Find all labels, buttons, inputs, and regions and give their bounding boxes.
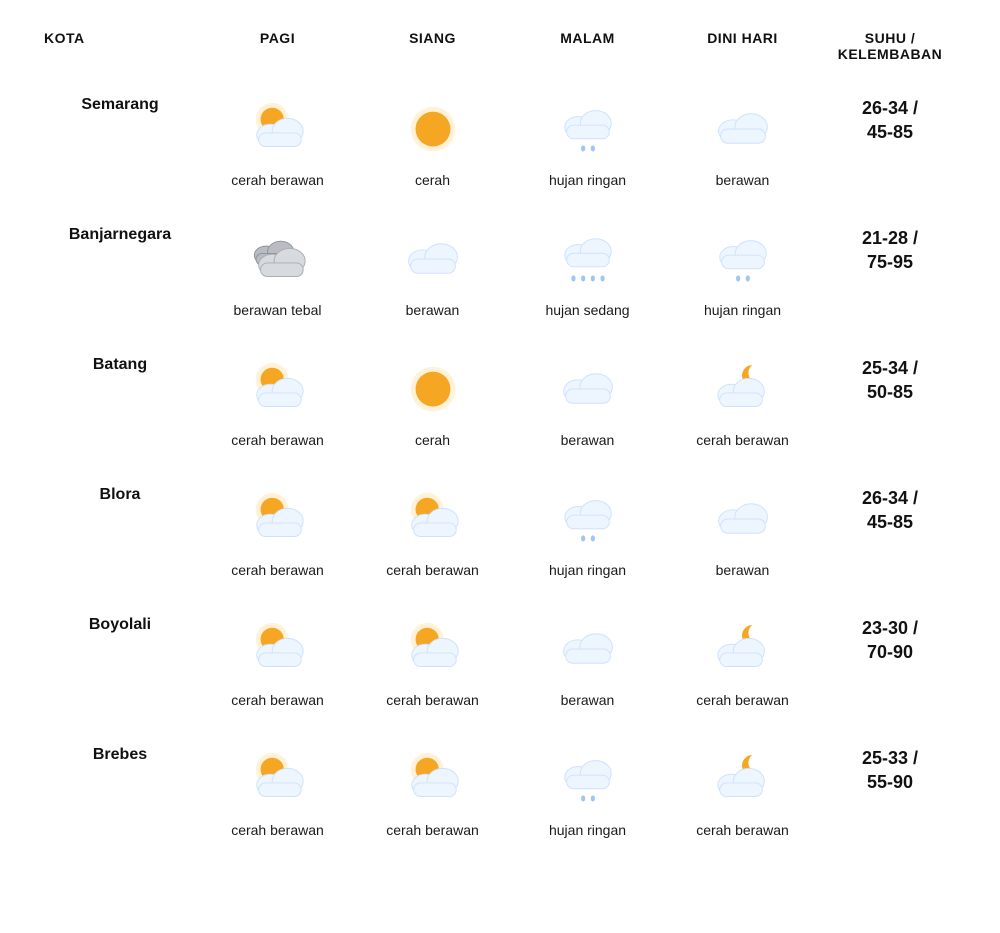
- forecast-cell: cerah berawan: [200, 736, 355, 866]
- condition-label: berawan: [514, 692, 661, 708]
- header-temp: SUHU / KELEMBABAN: [820, 20, 960, 86]
- forecast-cell: berawan tebal: [200, 216, 355, 346]
- condition-label: berawan: [514, 432, 661, 448]
- condition-label: cerah berawan: [359, 562, 506, 578]
- condition-label: cerah berawan: [669, 432, 816, 448]
- forecast-cell: hujan ringan: [510, 86, 665, 216]
- temp-humidity: 21-28 /75-95: [820, 216, 960, 346]
- header-night: MALAM: [510, 20, 665, 86]
- table-row: Blora cerah berawan cerah berawan hujan …: [40, 476, 960, 606]
- condition-label: cerah berawan: [359, 692, 506, 708]
- forecast-cell: cerah berawan: [665, 346, 820, 476]
- table-row: Semarang cerah berawan cerah hujan ringa…: [40, 86, 960, 216]
- condition-label: cerah berawan: [669, 822, 816, 838]
- header-noon: SIANG: [355, 20, 510, 86]
- table-row: Banjarnegara berawan tebal berawan hujan…: [40, 216, 960, 346]
- condition-label: berawan: [359, 302, 506, 318]
- temp-humidity: 23-30 /70-90: [820, 606, 960, 736]
- table-row: Batang cerah berawan cerah berawan cerah…: [40, 346, 960, 476]
- forecast-cell: hujan ringan: [665, 216, 820, 346]
- cloud-dark-icon: [204, 226, 351, 296]
- header-city: KOTA: [40, 20, 200, 86]
- condition-label: hujan ringan: [669, 302, 816, 318]
- forecast-cell: cerah berawan: [355, 476, 510, 606]
- temp-humidity: 25-33 /55-90: [820, 736, 960, 866]
- sun-icon: [359, 356, 506, 426]
- cloud-icon: [669, 486, 816, 556]
- city-name: Boyolali: [40, 606, 200, 736]
- condition-label: cerah berawan: [669, 692, 816, 708]
- condition-label: hujan sedang: [514, 302, 661, 318]
- condition-label: hujan ringan: [514, 562, 661, 578]
- forecast-cell: cerah berawan: [200, 606, 355, 736]
- moon-cloud-icon: [669, 746, 816, 816]
- rain-light-icon: [669, 226, 816, 296]
- condition-label: berawan tebal: [204, 302, 351, 318]
- condition-label: cerah: [359, 432, 506, 448]
- sun-cloud-icon: [204, 746, 351, 816]
- city-name: Brebes: [40, 736, 200, 866]
- moon-cloud-icon: [669, 616, 816, 686]
- forecast-cell: hujan ringan: [510, 476, 665, 606]
- forecast-cell: berawan: [355, 216, 510, 346]
- header-late: DINI HARI: [665, 20, 820, 86]
- cloud-icon: [669, 96, 816, 166]
- forecast-cell: cerah berawan: [200, 476, 355, 606]
- sun-cloud-icon: [204, 486, 351, 556]
- rain-light-icon: [514, 746, 661, 816]
- moon-cloud-icon: [669, 356, 816, 426]
- condition-label: cerah berawan: [359, 822, 506, 838]
- forecast-cell: cerah berawan: [355, 736, 510, 866]
- forecast-cell: cerah: [355, 346, 510, 476]
- condition-label: cerah berawan: [204, 432, 351, 448]
- header-row: KOTA PAGI SIANG MALAM DINI HARI SUHU / K…: [40, 20, 960, 86]
- temp-humidity: 26-34 /45-85: [820, 476, 960, 606]
- condition-label: cerah berawan: [204, 822, 351, 838]
- cloud-icon: [359, 226, 506, 296]
- condition-label: cerah berawan: [204, 562, 351, 578]
- condition-label: cerah berawan: [204, 172, 351, 188]
- forecast-cell: berawan: [510, 346, 665, 476]
- city-name: Blora: [40, 476, 200, 606]
- forecast-cell: hujan ringan: [510, 736, 665, 866]
- table-row: Brebes cerah berawan cerah berawan hujan…: [40, 736, 960, 866]
- sun-icon: [359, 96, 506, 166]
- rain-med-icon: [514, 226, 661, 296]
- rain-light-icon: [514, 486, 661, 556]
- forecast-cell: cerah berawan: [665, 606, 820, 736]
- sun-cloud-icon: [359, 746, 506, 816]
- sun-cloud-icon: [359, 486, 506, 556]
- sun-cloud-icon: [204, 616, 351, 686]
- forecast-cell: berawan: [510, 606, 665, 736]
- temp-humidity: 26-34 /45-85: [820, 86, 960, 216]
- forecast-cell: hujan sedang: [510, 216, 665, 346]
- forecast-cell: cerah: [355, 86, 510, 216]
- condition-label: cerah berawan: [204, 692, 351, 708]
- forecast-cell: cerah berawan: [355, 606, 510, 736]
- weather-table: KOTA PAGI SIANG MALAM DINI HARI SUHU / K…: [40, 20, 960, 866]
- forecast-cell: berawan: [665, 476, 820, 606]
- condition-label: berawan: [669, 172, 816, 188]
- temp-humidity: 25-34 /50-85: [820, 346, 960, 476]
- sun-cloud-icon: [359, 616, 506, 686]
- forecast-cell: berawan: [665, 86, 820, 216]
- sun-cloud-icon: [204, 356, 351, 426]
- forecast-cell: cerah berawan: [200, 346, 355, 476]
- forecast-cell: cerah berawan: [200, 86, 355, 216]
- condition-label: hujan ringan: [514, 822, 661, 838]
- rain-light-icon: [514, 96, 661, 166]
- city-name: Semarang: [40, 86, 200, 216]
- forecast-cell: cerah berawan: [665, 736, 820, 866]
- condition-label: cerah: [359, 172, 506, 188]
- cloud-icon: [514, 356, 661, 426]
- condition-label: berawan: [669, 562, 816, 578]
- table-row: Boyolali cerah berawan cerah berawan ber…: [40, 606, 960, 736]
- cloud-icon: [514, 616, 661, 686]
- sun-cloud-icon: [204, 96, 351, 166]
- header-morning: PAGI: [200, 20, 355, 86]
- condition-label: hujan ringan: [514, 172, 661, 188]
- city-name: Banjarnegara: [40, 216, 200, 346]
- city-name: Batang: [40, 346, 200, 476]
